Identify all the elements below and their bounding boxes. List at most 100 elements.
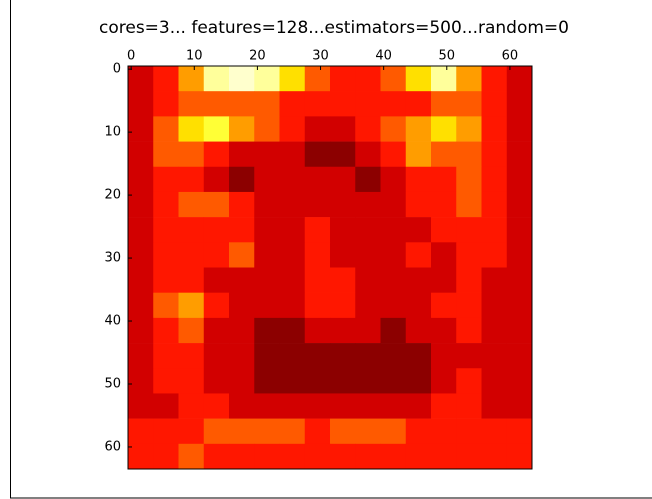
heat-cell — [380, 217, 407, 243]
heat-cell — [506, 91, 533, 117]
heat-cell — [304, 418, 331, 445]
heat-cell — [330, 393, 356, 419]
heat-cell — [229, 191, 255, 218]
heat-cell — [506, 343, 533, 369]
heat-cell — [380, 443, 407, 470]
heat-cell — [279, 217, 306, 243]
heat-cell — [203, 443, 230, 470]
heat-cell — [456, 267, 482, 293]
heat-cell — [506, 166, 533, 193]
heat-cell — [229, 116, 255, 142]
heat-cell — [380, 116, 407, 142]
heat-cell — [431, 343, 457, 369]
heat-cell — [279, 292, 306, 319]
heat-cell — [254, 91, 280, 117]
heat-cell — [456, 217, 482, 243]
heat-cell — [128, 418, 154, 445]
heat-cell — [355, 443, 381, 470]
heat-cell — [506, 292, 533, 319]
heat-cell — [279, 267, 306, 293]
y-tick-label: 50 — [104, 376, 121, 391]
heat-cell — [456, 393, 482, 419]
heat-cell — [229, 242, 255, 268]
heat-cell — [431, 217, 457, 243]
heat-cell — [330, 116, 356, 142]
heat-cell — [405, 66, 432, 92]
x-tick-label: 50 — [439, 49, 456, 64]
heat-cell — [355, 343, 381, 369]
y-tick-label: 40 — [104, 314, 121, 329]
heat-cell — [279, 242, 306, 268]
heat-cell — [203, 393, 230, 419]
heat-cell — [355, 191, 381, 218]
heat-cell — [330, 443, 356, 470]
heat-cell — [380, 66, 407, 92]
heat-cell — [304, 116, 331, 142]
heat-cell — [229, 368, 255, 394]
heat-cell — [178, 217, 205, 243]
x-tick-label: 10 — [186, 49, 203, 64]
heat-cell — [229, 317, 255, 344]
heat-cell — [355, 217, 381, 243]
heat-cell — [128, 191, 154, 218]
figure-border — [10, 0, 652, 499]
heat-cell — [330, 91, 356, 117]
heat-cell — [506, 242, 533, 268]
heat-cell — [481, 292, 508, 319]
heat-cell — [431, 66, 457, 92]
chart-title: cores=3... features=128...estimators=500… — [99, 18, 569, 38]
heat-cell — [431, 242, 457, 268]
heat-cell — [380, 166, 407, 193]
heat-cell — [128, 242, 154, 268]
heat-cell — [254, 343, 280, 369]
heat-cell — [254, 242, 280, 268]
heat-cell — [405, 443, 432, 470]
heat-cell — [178, 166, 205, 193]
heat-cell — [229, 66, 255, 92]
heat-cell — [431, 292, 457, 319]
y-tick-label: 20 — [104, 188, 121, 203]
heat-cell — [254, 292, 280, 319]
heat-cell — [128, 141, 154, 168]
heat-cell — [304, 343, 331, 369]
heat-cell — [254, 66, 280, 92]
heat-cell — [481, 91, 508, 117]
heat-cell — [203, 242, 230, 268]
heat-cell — [330, 66, 356, 92]
heat-cell — [153, 242, 179, 268]
heat-cell — [203, 368, 230, 394]
heat-cell — [506, 141, 533, 168]
heat-cell — [506, 66, 533, 92]
heat-cell — [229, 91, 255, 117]
heat-cell — [380, 343, 407, 369]
heat-cell — [380, 393, 407, 419]
heat-cell — [128, 292, 154, 319]
heat-cell — [128, 116, 154, 142]
heat-cell — [178, 418, 205, 445]
heat-cell — [330, 317, 356, 344]
heat-cell — [481, 217, 508, 243]
heat-cell — [456, 116, 482, 142]
heat-cell — [405, 141, 432, 168]
heat-cell — [481, 191, 508, 218]
heat-cell — [330, 343, 356, 369]
heat-cell — [456, 317, 482, 344]
heat-cell — [380, 418, 407, 445]
heat-cell — [203, 418, 230, 445]
heat-cell — [405, 317, 432, 344]
heat-cell — [355, 242, 381, 268]
heat-cell — [405, 191, 432, 218]
heat-cell — [304, 141, 331, 168]
heat-cell — [481, 116, 508, 142]
heat-cell — [330, 368, 356, 394]
heat-cell — [203, 292, 230, 319]
heat-cell — [481, 242, 508, 268]
heat-cell — [254, 317, 280, 344]
heat-cell — [330, 217, 356, 243]
heat-cell — [481, 166, 508, 193]
heat-cell — [279, 166, 306, 193]
plot-frame — [127, 65, 533, 470]
heat-cell — [456, 343, 482, 369]
heat-cell — [304, 393, 331, 419]
heat-cell — [153, 66, 179, 92]
